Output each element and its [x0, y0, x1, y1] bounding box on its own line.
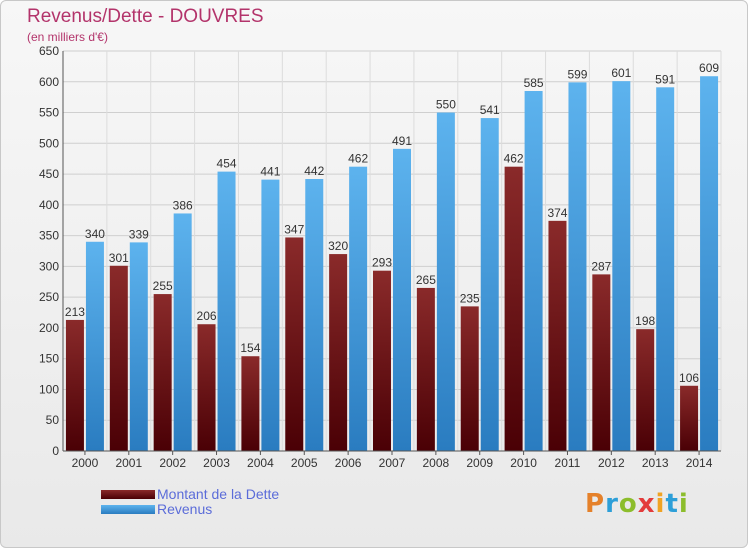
bar-debt	[109, 265, 128, 451]
bar-revenus	[261, 179, 280, 451]
bar-revenus	[85, 241, 104, 451]
bar-revenus	[305, 179, 324, 451]
bar-debt	[504, 166, 523, 451]
value-label-revenus: 339	[129, 227, 149, 241]
value-label-revenus: 491	[392, 134, 412, 148]
value-label-debt: 287	[591, 259, 611, 273]
bar-debt	[636, 329, 655, 451]
chart-subtitle: (en milliers d'€)	[27, 30, 108, 44]
bar-debt	[65, 319, 84, 451]
x-tick-label: 2004	[247, 456, 274, 470]
bar-debt	[241, 356, 260, 451]
bar-revenus	[436, 112, 455, 452]
x-tick-label: 2002	[159, 456, 186, 470]
y-tick-label: 200	[39, 321, 59, 335]
legend-swatch-debt	[101, 490, 155, 499]
value-label-debt: 154	[240, 341, 260, 355]
value-label-debt: 255	[153, 279, 173, 293]
x-tick-label: 2006	[335, 456, 362, 470]
value-label-revenus: 550	[436, 98, 456, 112]
value-label-debt: 320	[328, 239, 348, 253]
bar-revenus	[568, 82, 587, 451]
value-label-debt: 374	[547, 206, 567, 220]
x-tick-label: 2008	[423, 456, 450, 470]
x-tick-label: 2014	[686, 456, 713, 470]
value-label-debt: 106	[679, 371, 699, 385]
legend-swatch-revenus	[101, 505, 155, 514]
y-tick-label: 100	[39, 382, 59, 396]
bar-debt	[153, 294, 172, 451]
y-tick-label: 150	[39, 352, 59, 366]
bar-debt	[285, 237, 304, 451]
bar-debt	[548, 220, 567, 451]
value-label-revenus: 541	[480, 103, 500, 117]
y-tick-label: 600	[39, 75, 59, 89]
x-tick-label: 2009	[466, 456, 493, 470]
bar-revenus	[700, 76, 719, 451]
x-tick-label: 2005	[291, 456, 318, 470]
value-label-revenus: 585	[524, 76, 544, 90]
bar-debt	[460, 306, 479, 451]
y-tick-label: 0	[52, 444, 59, 458]
x-tick-label: 2010	[510, 456, 537, 470]
brand-logo: Proxiti	[585, 489, 689, 519]
value-label-revenus: 340	[85, 227, 105, 241]
value-label-revenus: 442	[304, 164, 324, 178]
bar-revenus	[393, 148, 411, 451]
y-tick-label: 250	[39, 290, 59, 304]
chart-title: Revenus/Dette - DOUVRES	[27, 6, 264, 27]
x-tick-label: 2013	[642, 456, 669, 470]
bar-revenus	[173, 213, 192, 451]
value-label-revenus: 601	[611, 66, 631, 80]
bar-debt	[373, 270, 391, 451]
value-label-debt: 198	[635, 314, 655, 328]
bar-revenus	[612, 81, 631, 452]
value-label-debt: 293	[372, 256, 392, 270]
bar-debt	[197, 324, 216, 451]
bar-revenus	[349, 166, 368, 451]
x-tick-label: 2007	[379, 456, 406, 470]
value-label-debt: 213	[65, 305, 85, 319]
value-label-revenus: 454	[217, 157, 237, 171]
bar-debt	[592, 274, 611, 451]
value-label-revenus: 591	[655, 72, 675, 86]
x-tick-label: 2012	[598, 456, 625, 470]
y-tick-label: 550	[39, 106, 59, 120]
x-tick-label: 2003	[203, 456, 230, 470]
y-tick-label: 300	[39, 259, 59, 273]
value-label-revenus: 599	[567, 67, 587, 81]
value-label-debt: 462	[504, 152, 524, 166]
value-label-revenus: 609	[699, 61, 719, 75]
y-tick-label: 400	[39, 198, 59, 212]
bar-revenus	[129, 242, 148, 451]
value-label-revenus: 386	[173, 198, 193, 212]
y-tick-label: 50	[46, 413, 60, 427]
bar-revenus	[524, 91, 543, 451]
y-tick-label: 450	[39, 167, 59, 181]
bar-debt	[680, 385, 699, 451]
y-tick-label: 500	[39, 136, 59, 150]
x-tick-label: 2000	[72, 456, 99, 470]
bar-debt	[416, 287, 435, 451]
value-label-debt: 265	[416, 273, 436, 287]
legend-label-revenus: Revenus	[157, 501, 213, 517]
bar-revenus	[217, 171, 236, 451]
value-label-debt: 347	[284, 222, 304, 236]
y-tick-label: 350	[39, 229, 59, 243]
x-tick-label: 2001	[115, 456, 142, 470]
value-label-revenus: 462	[348, 152, 368, 166]
value-label-debt: 301	[109, 251, 129, 265]
value-label-debt: 235	[460, 291, 480, 305]
y-tick-label: 650	[39, 44, 59, 58]
bar-debt	[329, 254, 348, 451]
value-label-debt: 206	[197, 309, 217, 323]
value-label-revenus: 441	[260, 165, 280, 179]
x-tick-label: 2011	[555, 456, 581, 470]
legend-label-debt: Montant de la Dette	[157, 486, 280, 502]
bar-revenus	[656, 87, 675, 452]
bar-revenus	[480, 118, 499, 452]
